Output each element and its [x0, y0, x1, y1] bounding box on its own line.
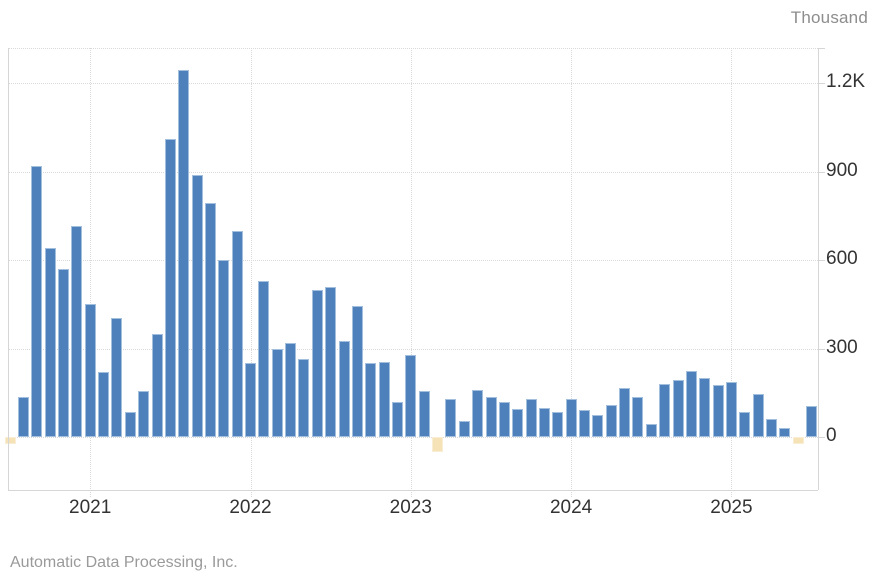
- bar-positive[interactable]: [752, 394, 764, 437]
- plot-top-gridline: [8, 48, 818, 49]
- bar-positive[interactable]: [579, 410, 590, 437]
- bar-positive[interactable]: [44, 248, 56, 437]
- bar-positive[interactable]: [391, 401, 403, 437]
- bar-positive[interactable]: [485, 397, 497, 437]
- bar-positive[interactable]: [806, 406, 818, 437]
- bar-positive[interactable]: [258, 280, 270, 437]
- bar-positive[interactable]: [138, 391, 150, 437]
- bar-negative[interactable]: [4, 437, 16, 445]
- x-gridline: [731, 48, 733, 497]
- bar-positive[interactable]: [325, 286, 337, 437]
- bar-positive[interactable]: [124, 411, 136, 437]
- bar-positive[interactable]: [17, 397, 29, 437]
- bar-positive[interactable]: [659, 383, 671, 437]
- bar-positive[interactable]: [512, 409, 524, 437]
- y-axis-tick: [819, 83, 825, 85]
- bar-positive[interactable]: [538, 407, 550, 437]
- bar-positive[interactable]: [418, 391, 430, 437]
- x-axis-year-label: 2022: [229, 497, 272, 518]
- bar-positive[interactable]: [725, 382, 737, 437]
- bar-positive[interactable]: [445, 398, 457, 437]
- bar-positive[interactable]: [245, 363, 256, 437]
- bar-positive[interactable]: [111, 317, 123, 437]
- bar-positive[interactable]: [552, 411, 564, 437]
- bar-positive[interactable]: [645, 423, 657, 437]
- bar-positive[interactable]: [712, 385, 724, 437]
- source-attribution: Automatic Data Processing, Inc.: [10, 554, 238, 571]
- x-gridline: [571, 48, 573, 497]
- bar-positive[interactable]: [739, 411, 751, 437]
- bar-positive[interactable]: [191, 174, 203, 437]
- bar-positive[interactable]: [178, 70, 190, 437]
- bar-positive[interactable]: [605, 404, 617, 437]
- bar-positive[interactable]: [365, 363, 377, 437]
- bar-positive[interactable]: [218, 260, 230, 437]
- y-axis-unit-label: Thousand: [790, 8, 868, 27]
- x-axis-year-label: 2023: [389, 497, 432, 518]
- bar-positive[interactable]: [285, 342, 297, 437]
- bar-positive[interactable]: [592, 414, 604, 437]
- x-gridline: [410, 48, 412, 497]
- bar-positive[interactable]: [71, 226, 83, 437]
- plot-bottom-border: [8, 490, 818, 491]
- y-axis-tick-label: 1.2K: [826, 71, 866, 93]
- y-gridline: [8, 260, 818, 262]
- bar-positive[interactable]: [98, 372, 109, 437]
- bar-positive[interactable]: [779, 428, 791, 437]
- y-axis-tick-label: 0: [826, 425, 837, 446]
- bar-negative[interactable]: [432, 437, 443, 452]
- bar-positive[interactable]: [271, 348, 283, 437]
- bar-positive[interactable]: [699, 378, 711, 437]
- bar-positive[interactable]: [685, 370, 697, 437]
- y-gridline: [8, 348, 818, 350]
- x-axis-year-label: 2021: [69, 497, 112, 518]
- bar-positive[interactable]: [525, 398, 537, 437]
- bar-positive[interactable]: [378, 361, 390, 437]
- bar-positive[interactable]: [298, 358, 310, 437]
- y-axis-tick: [819, 48, 825, 49]
- y-axis-tick-label: 600: [826, 248, 858, 270]
- x-axis-year-label: 2025: [710, 497, 753, 518]
- bar-positive[interactable]: [231, 230, 243, 437]
- bar-positive[interactable]: [565, 398, 577, 437]
- bar-positive[interactable]: [766, 419, 777, 437]
- bar-positive[interactable]: [57, 269, 69, 437]
- y-axis-tick: [819, 437, 825, 438]
- bar-positive[interactable]: [632, 397, 644, 437]
- y-axis-tick-label: 900: [826, 159, 858, 181]
- y-axis-tick: [819, 171, 825, 173]
- y-gridline: [8, 171, 818, 173]
- bar-positive[interactable]: [84, 304, 96, 437]
- y-axis-tick-label: 300: [826, 336, 858, 358]
- bar-positive[interactable]: [338, 341, 350, 437]
- bar-positive[interactable]: [311, 289, 323, 437]
- bar-positive[interactable]: [498, 401, 510, 437]
- plot-left-border: [8, 48, 9, 490]
- y-gridline: [8, 83, 818, 85]
- bar-positive[interactable]: [351, 305, 363, 437]
- y-gridline: [8, 437, 818, 438]
- x-axis-year-label: 2024: [549, 497, 593, 518]
- bar-positive[interactable]: [672, 379, 684, 437]
- x-gridline: [250, 48, 252, 497]
- bar-positive[interactable]: [472, 389, 484, 437]
- y-axis-tick: [819, 348, 825, 350]
- bar-positive[interactable]: [164, 139, 176, 437]
- x-gridline: [90, 48, 92, 497]
- y-axis-tick: [819, 260, 825, 262]
- bar-positive[interactable]: [151, 333, 163, 437]
- bar-positive[interactable]: [458, 420, 470, 437]
- bar-negative[interactable]: [792, 437, 804, 444]
- bar-positive[interactable]: [619, 388, 631, 437]
- bar-positive[interactable]: [31, 165, 43, 437]
- plot-right-border: [818, 48, 819, 490]
- bar-positive[interactable]: [204, 202, 216, 437]
- bar-positive[interactable]: [405, 354, 417, 437]
